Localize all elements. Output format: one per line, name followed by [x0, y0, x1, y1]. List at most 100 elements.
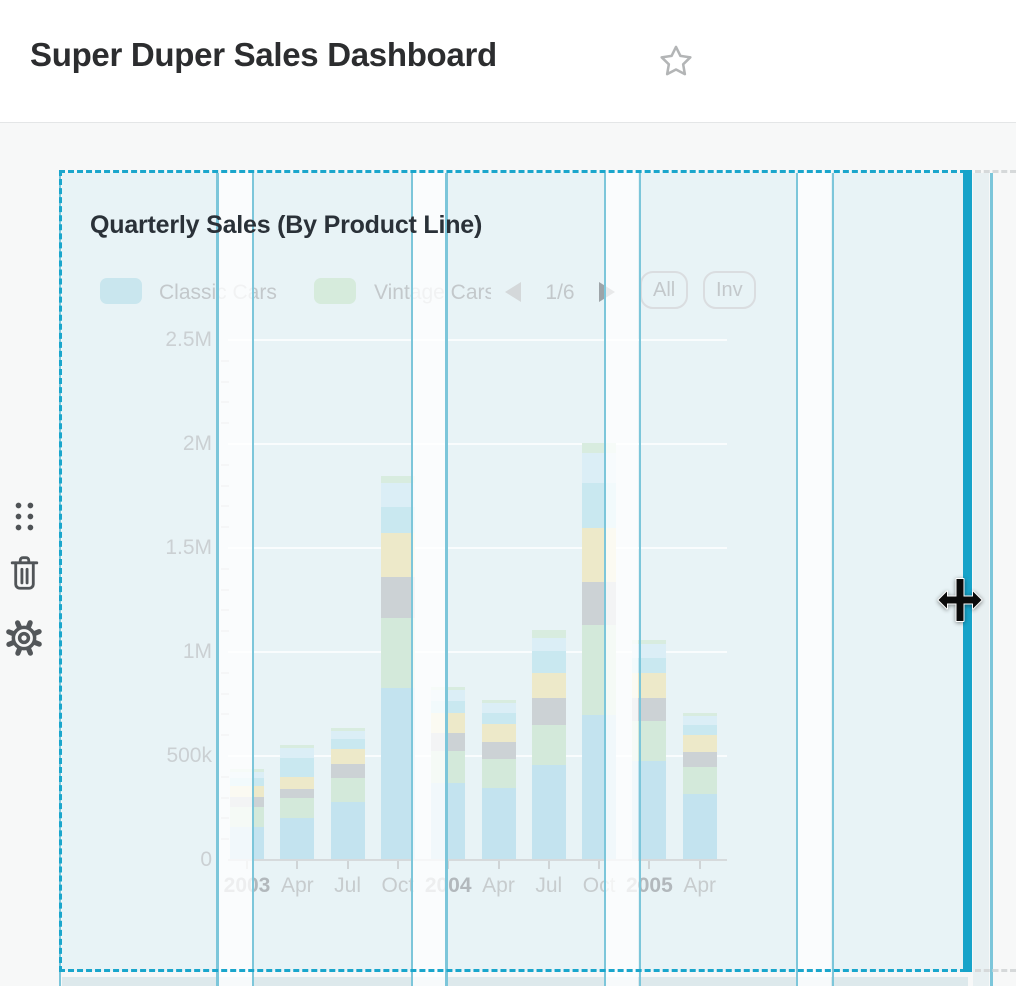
x-axis-label: Apr: [482, 874, 515, 897]
y-axis-label: 1M: [182, 640, 212, 663]
delete-card-button[interactable]: [4, 551, 44, 593]
bar-segment[interactable]: [682, 767, 717, 795]
bar-segment[interactable]: [380, 532, 415, 577]
x-axis-label: Jul: [535, 874, 563, 897]
bar-segment[interactable]: [531, 629, 566, 638]
x-axis-line: [228, 859, 727, 861]
bar-segment[interactable]: [330, 777, 365, 802]
x-axis-tick: [698, 861, 701, 869]
bar-segment[interactable]: [330, 801, 365, 860]
bar-segment[interactable]: [380, 617, 415, 688]
bar-segment[interactable]: [330, 730, 365, 740]
legend-page-indicator: 1/6: [545, 281, 575, 304]
bar-segment[interactable]: [682, 734, 717, 752]
bar-segment[interactable]: [380, 475, 415, 483]
x-axis-tick: [296, 861, 299, 869]
x-axis-label: Apr: [280, 874, 314, 897]
ew-move-cursor-icon: [937, 578, 983, 622]
grid-column-guide: [990, 173, 993, 986]
grid-column-guide: [410, 173, 413, 986]
header-divider: [0, 122, 1016, 123]
legend-swatch-vintage-cars[interactable]: [314, 278, 356, 304]
bar-segment[interactable]: [632, 672, 667, 698]
bar-segment[interactable]: [280, 798, 315, 818]
grid-column-guide: [216, 173, 219, 986]
bar-segment[interactable]: [280, 789, 315, 798]
card-settings-button[interactable]: [4, 617, 44, 659]
bar-segment[interactable]: [431, 690, 466, 702]
bar-segment[interactable]: [380, 482, 415, 507]
bar-segment[interactable]: [531, 764, 566, 860]
bar-segment[interactable]: [280, 744, 315, 748]
legend-inv-button[interactable]: Inv: [703, 271, 756, 309]
bar-segment[interactable]: [280, 758, 315, 777]
bar-segment[interactable]: [531, 697, 566, 725]
bar-segment[interactable]: [531, 725, 566, 765]
bar-segment[interactable]: [380, 687, 415, 860]
grid-column-gutter: [218, 173, 252, 986]
y-gridline: [228, 443, 727, 445]
bar-segment[interactable]: [481, 759, 516, 789]
grid-column-guide: [795, 173, 798, 986]
bar-segment[interactable]: [330, 739, 365, 749]
bar-segment[interactable]: [582, 442, 617, 453]
y-gridline: [228, 651, 727, 653]
bar-segment[interactable]: [280, 817, 315, 860]
y-gridline: [228, 755, 727, 757]
bar-segment[interactable]: [380, 506, 415, 533]
bar-segment[interactable]: [280, 777, 315, 790]
bar-segment[interactable]: [481, 703, 516, 714]
grid-column-guide: [831, 173, 834, 986]
card-title: Quarterly Sales (By Product Line): [90, 211, 483, 239]
grid-column-gutter: [798, 173, 831, 986]
y-axis-label: 0: [200, 848, 212, 871]
bar-segment[interactable]: [531, 673, 566, 698]
bar-segment[interactable]: [531, 637, 566, 651]
bar-segment[interactable]: [330, 748, 365, 764]
bar-segment[interactable]: [481, 788, 516, 860]
grid-row-dash-bottom: [975, 969, 1016, 972]
bar-segment[interactable]: [632, 721, 667, 762]
bar-segment[interactable]: [380, 576, 415, 618]
bar-segment[interactable]: [682, 794, 717, 860]
grid-column-gutter: [412, 173, 445, 986]
card-resize-edge[interactable]: [963, 170, 972, 972]
bar-segment[interactable]: [431, 687, 466, 691]
x-axis-tick: [547, 861, 550, 869]
bar-segment[interactable]: [481, 742, 516, 760]
card-drag-handle[interactable]: [4, 495, 44, 537]
bar-segment[interactable]: [682, 751, 717, 768]
gear-icon: [6, 620, 42, 656]
bar-segment[interactable]: [682, 724, 717, 735]
grid-column-guide: [638, 173, 641, 986]
bar-segment[interactable]: [330, 763, 365, 778]
dashboard-canvas: Quarterly Sales (By Product Line) Classi…: [0, 123, 1016, 986]
grid-column-guide: [603, 173, 606, 986]
bar-segment[interactable]: [531, 650, 566, 673]
legend-swatch-classic-cars[interactable]: [100, 278, 142, 304]
bar-segment[interactable]: [280, 747, 315, 759]
bar-segment[interactable]: [632, 639, 667, 644]
card-selection-border[interactable]: [59, 170, 966, 972]
legend-prev-icon[interactable]: [505, 282, 521, 302]
favorite-star-icon[interactable]: [658, 43, 694, 79]
page-title: Super Duper Sales Dashboard: [30, 36, 497, 73]
bar-segment[interactable]: [481, 723, 516, 743]
grid-column-strip: [973, 173, 989, 986]
x-axis-tick: [648, 861, 651, 869]
bar-segment[interactable]: [330, 728, 365, 731]
x-axis-tick: [396, 861, 399, 869]
x-axis-tick: [497, 861, 500, 869]
bar-segment[interactable]: [431, 701, 466, 713]
bar-segment[interactable]: [481, 700, 516, 704]
legend-all-button[interactable]: All: [640, 271, 689, 309]
grid-column-gutter: [605, 173, 638, 986]
bar-segment[interactable]: [682, 715, 717, 725]
x-axis-label: Apr: [683, 874, 717, 897]
bar-segment[interactable]: [682, 712, 717, 716]
y-axis-label: 2M: [182, 432, 212, 455]
bar-segment[interactable]: [481, 713, 516, 724]
bar-segment[interactable]: [632, 761, 667, 860]
y-gridline: [228, 339, 727, 341]
y-axis-label: 500k: [166, 744, 212, 767]
